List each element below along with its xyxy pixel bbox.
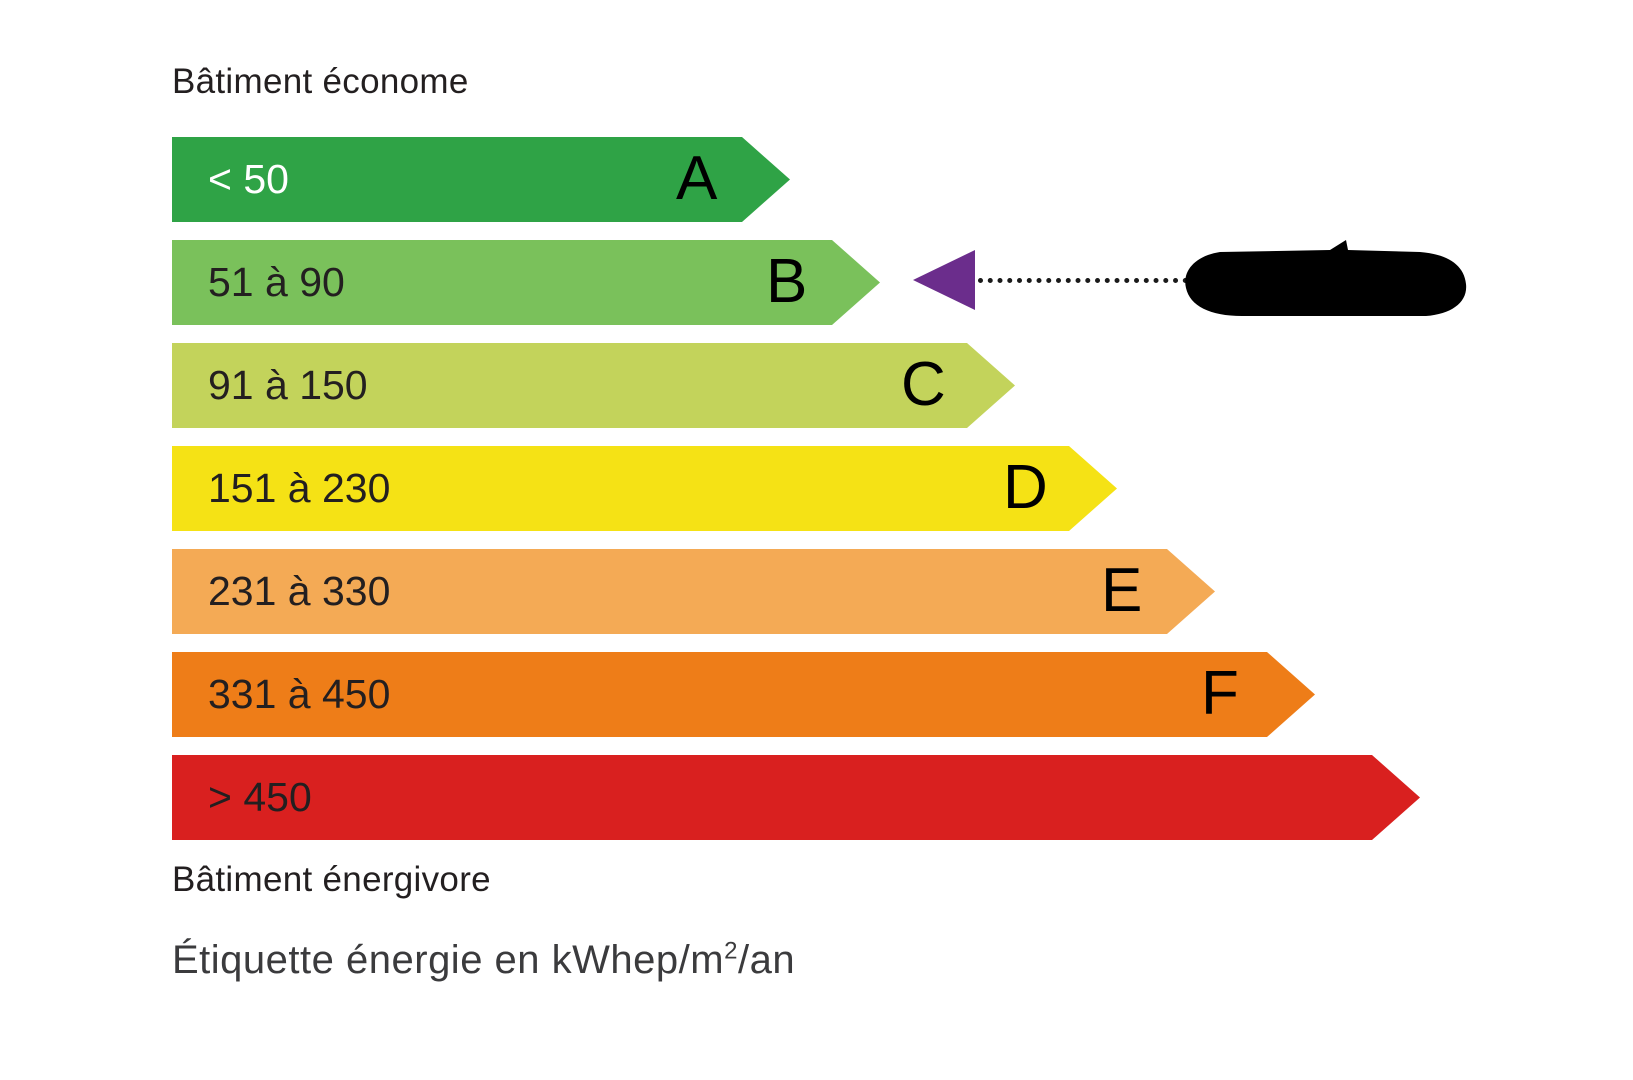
bar-arrow-shape bbox=[172, 240, 880, 325]
bar-range-label: 151 à 230 bbox=[208, 465, 391, 511]
energy-class-bar-a[interactable]: < 50 A bbox=[172, 137, 790, 222]
bar-class-letter: C bbox=[901, 350, 946, 419]
bar-arrow-shape bbox=[172, 549, 1215, 634]
energy-class-bar-e[interactable]: 231 à 330 E bbox=[172, 549, 1215, 634]
bar-arrow-shape bbox=[172, 755, 1420, 840]
bar-arrow-shape bbox=[172, 343, 1015, 428]
unit-caption-suffix: /an bbox=[737, 938, 796, 982]
bar-class-letter: F bbox=[1201, 659, 1239, 728]
class-marker-arrow-icon bbox=[913, 250, 975, 310]
bar-range-label: 231 à 330 bbox=[208, 568, 391, 614]
bar-range-label: < 50 bbox=[208, 156, 289, 202]
bar-class-letter: A bbox=[676, 144, 718, 213]
bar-range-label: > 450 bbox=[208, 774, 312, 820]
bar-arrow-shape bbox=[172, 652, 1315, 737]
bar-class-letter: E bbox=[1101, 556, 1143, 625]
bar-range-label: 91 à 150 bbox=[208, 362, 368, 408]
energy-class-bar-d[interactable]: 151 à 230 D bbox=[172, 446, 1117, 531]
bar-arrow-shape bbox=[172, 137, 790, 222]
energy-class-bar-c[interactable]: 91 à 150 C bbox=[172, 343, 1015, 428]
bar-class-letter: B bbox=[766, 247, 808, 316]
economical-building-label: Bâtiment économe bbox=[172, 62, 469, 101]
energy-class-bar-g[interactable]: > 450 bbox=[172, 755, 1420, 840]
energy-hungry-building-label: Bâtiment énergivore bbox=[172, 860, 491, 899]
energy-class-bar-b[interactable]: 51 à 90 B bbox=[172, 240, 880, 325]
bar-range-label: 331 à 450 bbox=[208, 671, 391, 717]
energy-class-bar-f[interactable]: 331 à 450 F bbox=[172, 652, 1315, 737]
bar-arrow-shape bbox=[172, 446, 1117, 531]
marker-connector-line bbox=[978, 278, 1188, 283]
bar-class-letter: D bbox=[1003, 453, 1048, 522]
redacted-value-blob bbox=[1185, 240, 1467, 316]
unit-caption-superscript: 2 bbox=[724, 937, 738, 965]
bar-range-label: 51 à 90 bbox=[208, 259, 345, 305]
unit-caption-prefix: Étiquette énergie en kWhep/m bbox=[172, 938, 725, 982]
unit-caption: Étiquette énergie en kWhep/m2/an bbox=[172, 938, 795, 983]
